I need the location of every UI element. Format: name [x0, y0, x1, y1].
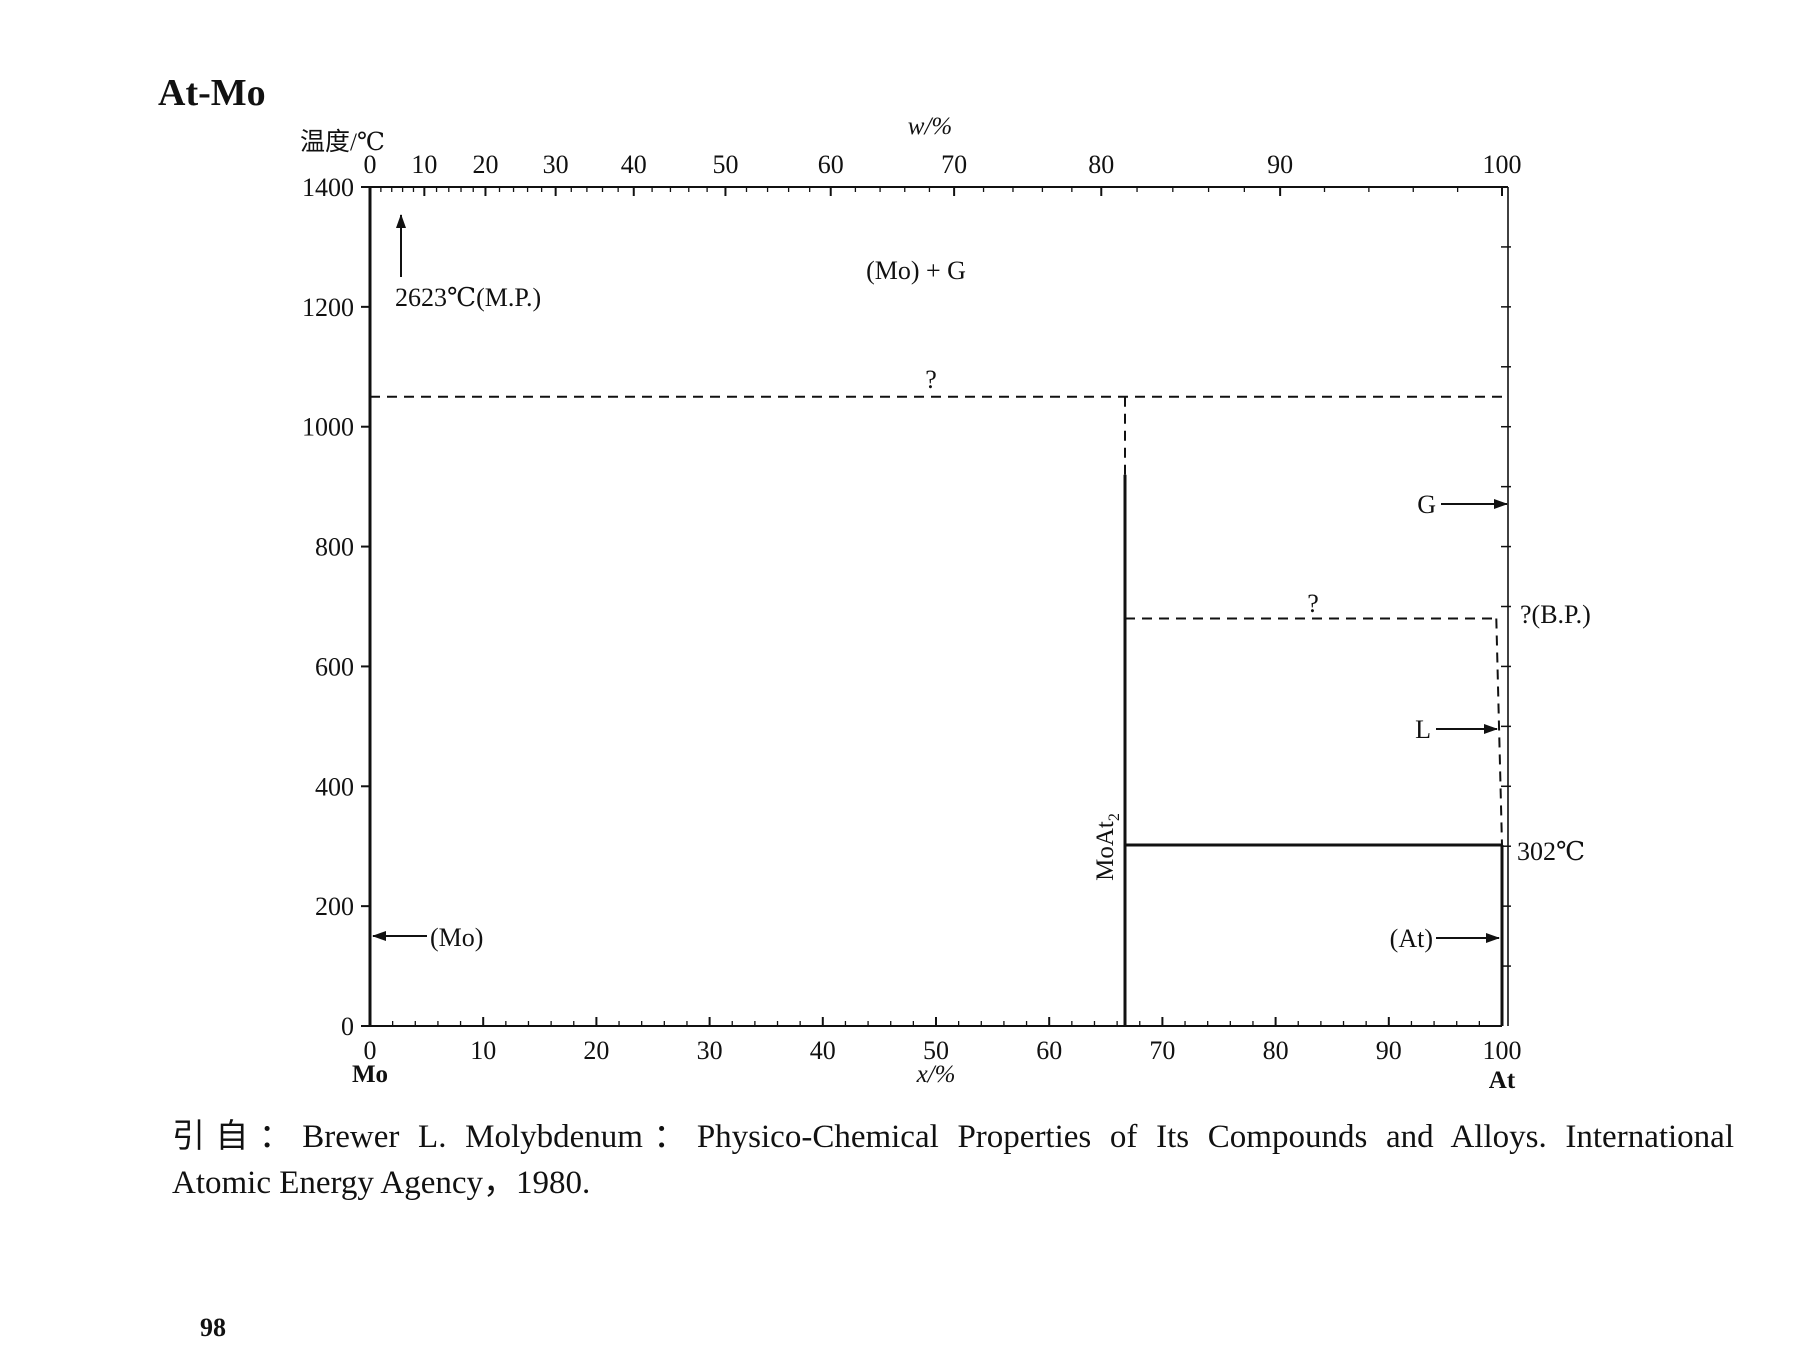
mo-melting-point-label: 2623℃(M.P.) — [395, 283, 541, 312]
x-tick-label: 40 — [810, 1036, 836, 1065]
diagram-title: At-Mo — [158, 72, 266, 114]
question-mark-lower: ? — [1307, 589, 1319, 618]
top-tick-label: 10 — [411, 150, 437, 179]
gas-label: G — [1417, 490, 1436, 519]
top-tick-label: 50 — [712, 150, 738, 179]
x-tick-label: 50 — [923, 1036, 949, 1065]
y-tick-label: 1200 — [302, 293, 354, 322]
x-tick-label: 60 — [1036, 1036, 1062, 1065]
y-tick-label: 1400 — [302, 173, 354, 202]
axis-ticks — [361, 186, 1511, 1027]
y-axis-label: 温度/℃ — [300, 128, 385, 156]
top-tick-label: 0 — [364, 150, 377, 179]
top-axis-label: w/% — [908, 113, 952, 140]
citation-line-1: 引自：Brewer L. Molybdenum：Physico-Chemical… — [172, 1119, 1734, 1155]
y-tick-label: 800 — [315, 533, 354, 562]
question-mark-upper: ? — [925, 365, 937, 394]
top-tick-label: 40 — [621, 150, 647, 179]
citation-line-2: Atomic Energy Agency，1980. — [172, 1165, 591, 1201]
y-tick-label: 600 — [315, 652, 354, 681]
y-tick-label: 400 — [315, 772, 354, 801]
top-tick-label: 90 — [1267, 150, 1293, 179]
x-tick-label: 0 — [364, 1036, 377, 1065]
x-tick-label: 100 — [1483, 1036, 1522, 1065]
page-number: 98 — [200, 1313, 226, 1342]
top-tick-label: 20 — [472, 150, 498, 179]
x-endpoint-left: Mo — [352, 1061, 388, 1088]
y-tick-label: 1000 — [302, 413, 354, 442]
at-solid-label: (At) — [1390, 924, 1433, 953]
mo-solid-label: (Mo) — [430, 923, 483, 952]
x-tick-label: 70 — [1149, 1036, 1175, 1065]
compound-label: MoAt2 — [1092, 813, 1123, 881]
x-tick-label: 30 — [697, 1036, 723, 1065]
y-tick-label: 0 — [341, 1012, 354, 1041]
compound-label-subscript: 2 — [1106, 813, 1123, 821]
top-tick-label: 30 — [543, 150, 569, 179]
top-tick-label: 100 — [1483, 150, 1522, 179]
region-label-mo-g: (Mo) + G — [866, 256, 966, 285]
phase-boundary-dashed — [1495, 618, 1503, 846]
x-endpoint-right: At — [1489, 1067, 1516, 1094]
at-melting-point-label: 302℃ — [1517, 837, 1585, 866]
phase-boundaries — [370, 395, 1504, 1026]
compound-label-base: MoAt — [1092, 821, 1119, 881]
top-tick-label: 60 — [818, 150, 844, 179]
top-tick-label: 70 — [941, 150, 967, 179]
bottom-axis-label: x/% — [916, 1061, 956, 1088]
top-tick-label: 80 — [1088, 150, 1114, 179]
axes-frame — [368, 186, 1509, 1027]
x-tick-label: 90 — [1376, 1036, 1402, 1065]
x-tick-label: 80 — [1263, 1036, 1289, 1065]
y-tick-label: 200 — [315, 892, 354, 921]
x-tick-label: 10 — [470, 1036, 496, 1065]
x-tick-label: 20 — [583, 1036, 609, 1065]
liquid-label: L — [1415, 715, 1431, 744]
boiling-point-label: ?(B.P.) — [1520, 600, 1591, 629]
